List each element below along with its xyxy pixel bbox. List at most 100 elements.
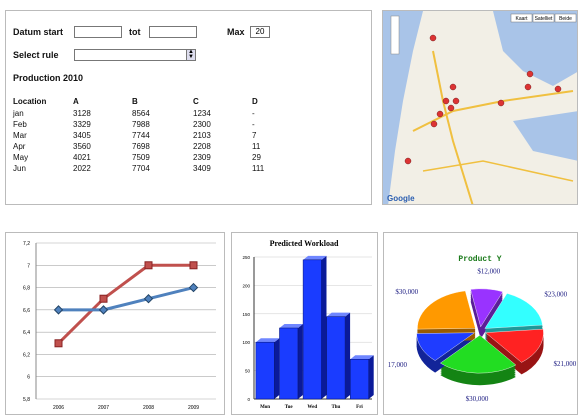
marker — [190, 262, 197, 269]
x-tick-label: 2006 — [53, 405, 64, 411]
chart-title: Product Y — [458, 255, 501, 264]
marker — [190, 284, 198, 292]
table-cell: Location — [13, 97, 46, 106]
map-marker — [555, 86, 561, 92]
line-chart: 5,866,26,46,66,877,22006200720082009 — [6, 233, 224, 414]
y-tick-label: 6,6 — [23, 308, 30, 314]
x-tick-label: Thu — [331, 405, 340, 410]
table-cell: 111 — [252, 164, 264, 173]
table-cell: 2022 — [73, 164, 91, 173]
table-cell: B — [132, 97, 138, 106]
line-series — [59, 288, 194, 310]
form-panel: Datum start tot Max 20 Select rule ▲▼ Pr… — [5, 10, 372, 205]
value-label: $21,000 — [554, 360, 577, 368]
bar-depth — [345, 313, 350, 399]
table-cell: 4021 — [73, 153, 91, 162]
table-cell: jan — [13, 109, 24, 118]
table-cell: 2103 — [193, 131, 211, 140]
table-cell: 2208 — [193, 142, 211, 151]
x-tick-label: Mon — [260, 405, 270, 410]
map-marker — [525, 84, 531, 90]
date-end-input[interactable] — [149, 26, 197, 38]
table-cell: 3560 — [73, 142, 91, 151]
x-tick-label: Fri — [356, 405, 363, 410]
map-zoom[interactable] — [391, 16, 399, 54]
x-tick-label: Wed — [307, 405, 317, 410]
bar-chart-panel: Predicted Workload 0 50 100 150 200 250 Mon Tue W… — [231, 232, 378, 415]
bar-depth — [369, 355, 374, 399]
pie-chart: Product Y $12,000 $23,000 $21,000 $30,000 17,… — [384, 233, 577, 414]
x-tick-label: 2008 — [143, 405, 154, 411]
table-cell: 29 — [252, 153, 261, 162]
max-input[interactable]: 20 — [250, 26, 270, 38]
table-cell: Apr — [13, 142, 25, 151]
table-cell: Mar — [13, 131, 27, 140]
table-cell: 7509 — [132, 153, 150, 162]
map-button-label: Beide — [559, 16, 572, 22]
marker — [55, 306, 63, 314]
table-cell: - — [252, 120, 255, 129]
select-rule[interactable]: ▲▼ — [74, 49, 196, 61]
map-marker — [450, 84, 456, 90]
bar — [279, 328, 297, 399]
table-cell: 3329 — [73, 120, 91, 129]
table-cell: 2309 — [193, 153, 211, 162]
table-cell: 7988 — [132, 120, 150, 129]
value-label: $12,000 — [477, 267, 500, 275]
x-tick-label: 2009 — [188, 405, 199, 411]
bar-depth — [274, 338, 279, 399]
y-tick-label: 5,8 — [23, 397, 30, 403]
map-marker — [448, 105, 454, 111]
table-cell: C — [193, 97, 199, 106]
select-arrow[interactable]: ▲▼ — [186, 50, 195, 60]
value-label: 17,000 — [388, 361, 408, 369]
y-tick-label: 150 — [242, 312, 250, 317]
bar — [256, 342, 274, 399]
value-label: $23,000 — [544, 291, 567, 299]
y-tick-label: 100 — [242, 340, 250, 345]
bar — [350, 359, 368, 399]
date-start-input[interactable] — [74, 26, 122, 38]
table-cell: Feb — [13, 120, 27, 129]
value-label: $30,000 — [466, 395, 489, 403]
x-tick-label: 2007 — [98, 405, 109, 411]
map-marker — [405, 158, 411, 164]
bar-chart: Predicted Workload 0 50 100 150 200 250 Mon Tue W… — [232, 233, 377, 414]
table-title: Production 2010 — [13, 73, 83, 83]
table-cell: - — [252, 109, 255, 118]
table-cell: 3409 — [193, 164, 211, 173]
select-label: Select rule — [13, 50, 59, 60]
table-cell: D — [252, 97, 258, 106]
bar-depth — [321, 256, 326, 399]
chart-title: Predicted Workload — [270, 239, 339, 248]
marker — [145, 295, 153, 303]
bar — [303, 260, 321, 399]
y-tick-label: 7,2 — [23, 241, 30, 247]
bar-depth — [298, 324, 303, 399]
slice — [417, 291, 475, 329]
y-tick-label: 0 — [247, 397, 250, 402]
table-cell: 11 — [252, 142, 260, 151]
date-start-label: Datum start — [13, 27, 63, 37]
map-marker — [431, 121, 437, 127]
map-marker — [430, 35, 436, 41]
y-tick-label: 200 — [242, 283, 250, 288]
y-tick-label: 250 — [242, 255, 250, 260]
map-marker — [443, 98, 449, 104]
table-cell: A — [73, 97, 79, 106]
table-cell: 3128 — [73, 109, 91, 118]
bar — [327, 317, 345, 399]
table-cell: 7704 — [132, 164, 150, 173]
marker — [100, 295, 107, 302]
map-button-label: Kaart — [516, 16, 529, 22]
y-tick-label: 50 — [245, 369, 251, 374]
y-tick-label: 7 — [27, 263, 30, 269]
pie-chart-panel: Product Y $12,000 $23,000 $21,000 $30,000 17,… — [383, 232, 578, 415]
table-cell: May — [13, 153, 28, 162]
table-cell: 7 — [252, 131, 256, 140]
max-label: Max — [227, 27, 245, 37]
x-tick-label: Tue — [285, 405, 294, 410]
